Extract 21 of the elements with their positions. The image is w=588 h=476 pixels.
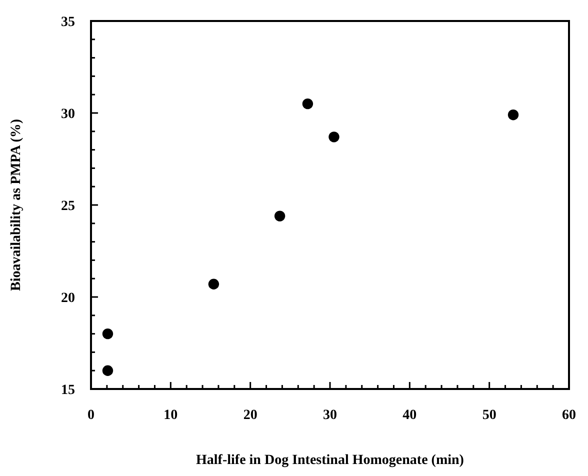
y-tick-label: 25 [61, 198, 75, 214]
x-tick-label: 30 [323, 408, 337, 423]
point [102, 365, 114, 376]
x-tick-label: 60 [562, 408, 576, 423]
point [328, 132, 340, 142]
point [208, 278, 220, 290]
point [274, 210, 286, 222]
y-axis-title: Bioavailability as PMPA (%) [9, 118, 24, 292]
y-tick-label: 30 [61, 106, 75, 122]
x-tick-label: 0 [88, 408, 94, 423]
y-tick-label: 35 [61, 14, 75, 30]
point [508, 110, 519, 120]
x-tick-label: 20 [243, 408, 258, 423]
x-tick-label: 40 [402, 408, 417, 423]
point [302, 98, 314, 110]
point [102, 328, 114, 340]
y-tick-label: 15 [61, 382, 75, 398]
x-tick-label: 50 [482, 408, 496, 423]
x-tick-label: 10 [164, 408, 178, 423]
y-tick-label: 20 [61, 290, 75, 306]
x-axis-title: Half-life in Dog Intestinal Homogenate (min) [196, 453, 464, 468]
